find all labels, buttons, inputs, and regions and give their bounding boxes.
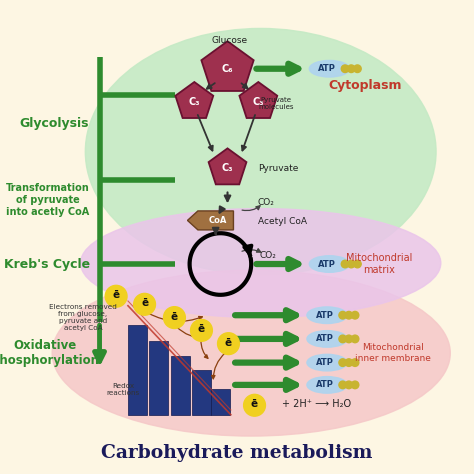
Polygon shape (239, 82, 277, 118)
Circle shape (347, 65, 355, 73)
Circle shape (354, 260, 361, 268)
Ellipse shape (307, 307, 347, 323)
Text: ATP: ATP (316, 335, 334, 343)
Text: ATP: ATP (316, 358, 334, 367)
Circle shape (218, 333, 239, 355)
Circle shape (339, 311, 346, 319)
Text: Acetyl CoA: Acetyl CoA (258, 218, 307, 226)
Text: CO₂: CO₂ (260, 252, 277, 260)
Text: Mitochondrial
matrix: Mitochondrial matrix (346, 253, 412, 275)
Circle shape (164, 307, 185, 328)
Text: Pyruvate
molecules: Pyruvate molecules (258, 97, 294, 110)
Text: Pyruvate: Pyruvate (258, 164, 299, 173)
Polygon shape (209, 148, 246, 184)
Text: Glucose: Glucose (212, 36, 248, 45)
Text: Transformation
of pyruvate
into acetly CoA: Transformation of pyruvate into acetly C… (6, 183, 89, 217)
Circle shape (351, 311, 359, 319)
Circle shape (351, 381, 359, 389)
Circle shape (351, 335, 359, 343)
Text: C₃: C₃ (189, 97, 200, 107)
Circle shape (339, 359, 346, 366)
Text: ē: ē (171, 311, 178, 322)
Bar (128, 325, 147, 415)
Circle shape (191, 319, 212, 341)
Ellipse shape (307, 376, 347, 393)
Text: + 2H⁺ ⟶ H₂O: + 2H⁺ ⟶ H₂O (282, 399, 351, 409)
Ellipse shape (307, 355, 347, 371)
Circle shape (347, 260, 355, 268)
Polygon shape (175, 82, 213, 118)
Text: CoA: CoA (209, 216, 227, 225)
Text: Glycolysis: Glycolysis (20, 117, 89, 130)
Text: Redox
reactions: Redox reactions (107, 383, 140, 396)
Text: ATP: ATP (318, 260, 336, 268)
Text: ATP: ATP (316, 381, 334, 389)
Text: ē: ē (198, 324, 205, 335)
Ellipse shape (309, 256, 349, 272)
Bar (192, 370, 211, 415)
Text: Electrons removed
from glucose,
pyruvate and
acetyl CoA: Electrons removed from glucose, pyruvate… (49, 304, 117, 331)
Polygon shape (201, 41, 254, 91)
Text: Kreb's Cycle: Kreb's Cycle (4, 257, 91, 271)
Ellipse shape (81, 209, 441, 318)
Text: Cytoplasm: Cytoplasm (328, 79, 402, 92)
Circle shape (341, 260, 349, 268)
Polygon shape (188, 211, 233, 230)
Text: ē: ē (225, 337, 232, 348)
Text: C₆: C₆ (222, 64, 233, 74)
Ellipse shape (309, 61, 349, 77)
Circle shape (345, 381, 353, 389)
Circle shape (351, 359, 359, 366)
Ellipse shape (307, 331, 347, 347)
Text: C₃: C₃ (222, 163, 233, 173)
Ellipse shape (52, 270, 450, 436)
Text: ē: ē (251, 399, 258, 410)
Circle shape (339, 335, 346, 343)
Text: Oxidative
phosphorylation: Oxidative phosphorylation (0, 339, 99, 367)
Circle shape (244, 394, 265, 416)
Circle shape (105, 285, 127, 307)
Text: ē: ē (141, 298, 148, 309)
Text: CO₂: CO₂ (257, 199, 274, 207)
Circle shape (354, 65, 361, 73)
Circle shape (341, 65, 349, 73)
Bar (171, 356, 190, 415)
Text: ATP: ATP (316, 311, 334, 319)
Circle shape (134, 293, 155, 315)
Circle shape (345, 335, 353, 343)
Ellipse shape (85, 28, 436, 275)
Text: ATP: ATP (318, 64, 336, 73)
Text: ē: ē (112, 290, 120, 301)
Circle shape (345, 311, 353, 319)
Bar (211, 389, 230, 415)
Text: C₃: C₃ (253, 97, 264, 107)
Text: Carbohydrate metabolism: Carbohydrate metabolism (101, 444, 373, 462)
Circle shape (345, 359, 353, 366)
Circle shape (339, 381, 346, 389)
Text: Mitochondrial
inner membrane: Mitochondrial inner membrane (356, 344, 431, 363)
Bar (149, 341, 168, 415)
